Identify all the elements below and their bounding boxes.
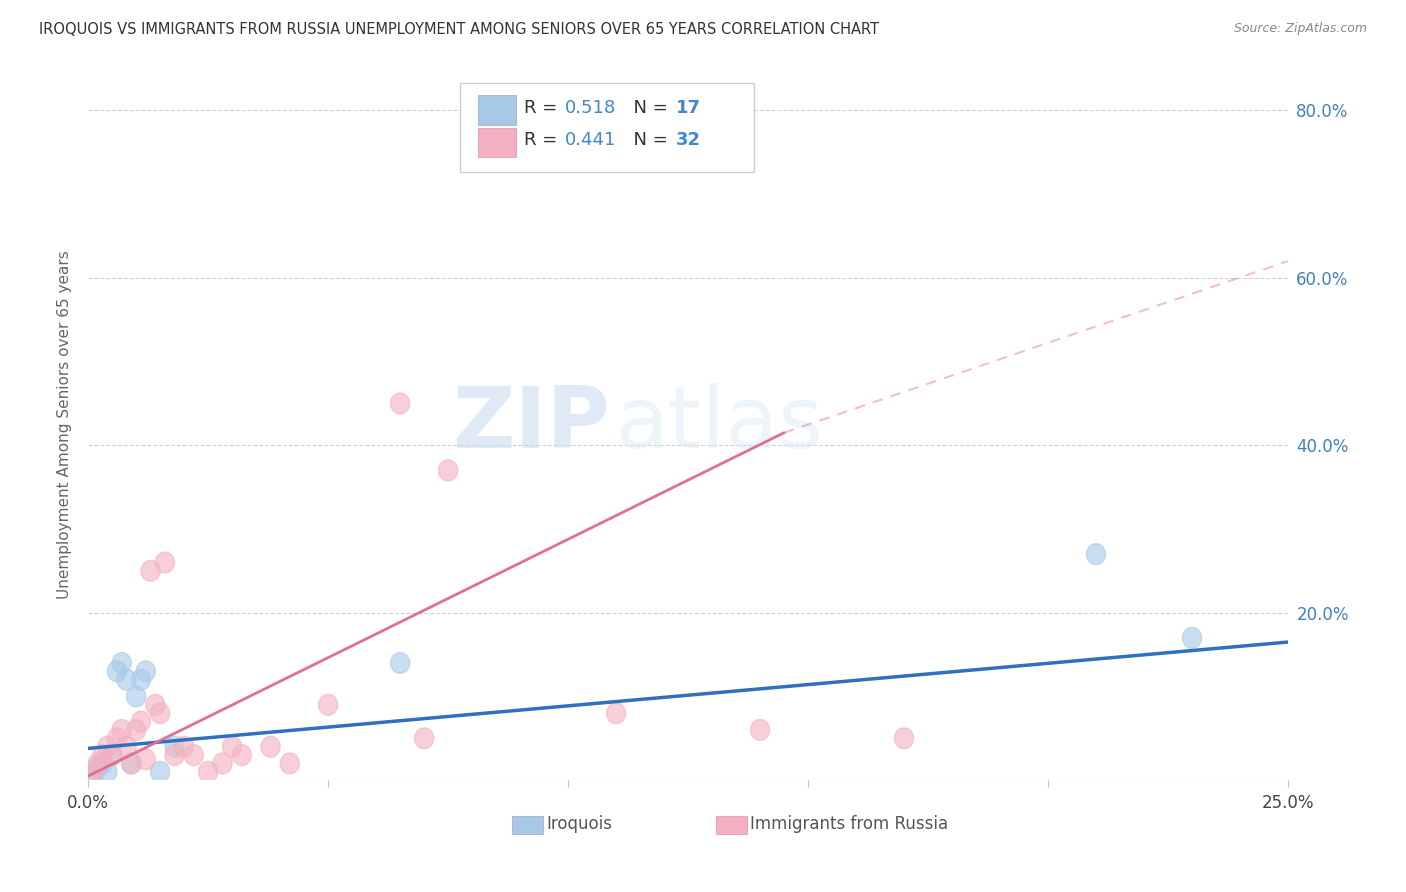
Text: 0.441: 0.441	[564, 131, 616, 149]
Text: R =: R =	[523, 99, 562, 117]
FancyBboxPatch shape	[460, 83, 754, 172]
FancyBboxPatch shape	[512, 816, 543, 834]
Text: N =: N =	[621, 131, 673, 149]
Text: Iroquois: Iroquois	[547, 814, 613, 832]
Text: Immigrants from Russia: Immigrants from Russia	[751, 814, 949, 832]
FancyBboxPatch shape	[716, 816, 747, 834]
Text: R =: R =	[523, 131, 562, 149]
FancyBboxPatch shape	[478, 95, 516, 125]
Y-axis label: Unemployment Among Seniors over 65 years: Unemployment Among Seniors over 65 years	[58, 250, 72, 599]
Text: 17: 17	[676, 99, 702, 117]
Text: Source: ZipAtlas.com: Source: ZipAtlas.com	[1233, 22, 1367, 36]
Text: 32: 32	[676, 131, 702, 149]
FancyBboxPatch shape	[478, 128, 516, 158]
Text: ZIP: ZIP	[453, 383, 610, 466]
Text: 0.518: 0.518	[564, 99, 616, 117]
Text: atlas: atlas	[616, 383, 824, 466]
Text: IROQUOIS VS IMMIGRANTS FROM RUSSIA UNEMPLOYMENT AMONG SENIORS OVER 65 YEARS CORR: IROQUOIS VS IMMIGRANTS FROM RUSSIA UNEMP…	[39, 22, 879, 37]
Text: N =: N =	[621, 99, 673, 117]
